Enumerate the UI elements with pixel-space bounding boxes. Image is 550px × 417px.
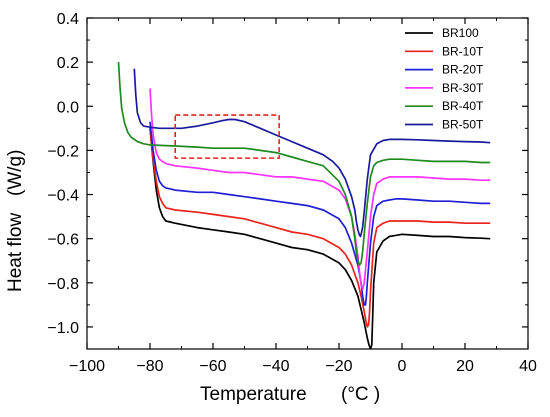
annotation-layer: [174, 114, 280, 159]
x-tick-label: −40: [262, 358, 289, 375]
x-tick-label: 20: [456, 358, 474, 375]
series-line-br-20t: [149, 121, 491, 306]
y-tick-label: −0.4: [47, 188, 79, 205]
y-tick-label: 0.2: [57, 55, 79, 72]
axes-layer: −100 −80 −60 −40 −20 0 20 40 −1.0 −0.8 −0.6 −0.4 −0.…: [47, 11, 537, 375]
x-tick-label: −20: [325, 358, 352, 375]
x-axis-title: Temperature: [200, 384, 307, 405]
series-line-br-40t: [117, 62, 491, 266]
y-tick-label: 0.4: [57, 11, 79, 28]
legend-label: BR100: [442, 26, 479, 40]
annotation-box: [174, 114, 280, 159]
x-tick-label: −100: [69, 358, 105, 375]
x-tick-label: −80: [136, 358, 163, 375]
x-tick-label: 0: [398, 358, 407, 375]
x-axis-unit: (°C ): [341, 384, 380, 405]
series-line-br100: [149, 128, 491, 349]
y-tick-label: −0.8: [47, 276, 79, 293]
series-line-br-50t: [133, 68, 491, 238]
legend-label: BR-10T: [442, 44, 484, 58]
series-line-br-10t: [149, 128, 491, 328]
y-axis-unit: (W/g): [5, 150, 26, 196]
legend-label: BR-50T: [442, 118, 484, 132]
y-tick-label: −1.0: [47, 320, 79, 337]
y-axis-title: Heat flow: [5, 213, 26, 292]
x-tick-label: 40: [519, 358, 537, 375]
y-tick-label: −0.2: [47, 143, 79, 160]
legend: BR100 BR-10T BR-20T BR-30T BR-40T BR-50T: [405, 26, 484, 132]
series-layer: [117, 62, 491, 349]
legend-label: BR-30T: [442, 81, 484, 95]
legend-label: BR-40T: [442, 99, 484, 113]
y-tick-label: −0.6: [47, 232, 79, 249]
legend-label: BR-20T: [442, 63, 484, 77]
series-line-br-30t: [149, 88, 491, 291]
x-tick-label: −60: [199, 358, 226, 375]
y-tick-label: 0.0: [57, 99, 79, 116]
